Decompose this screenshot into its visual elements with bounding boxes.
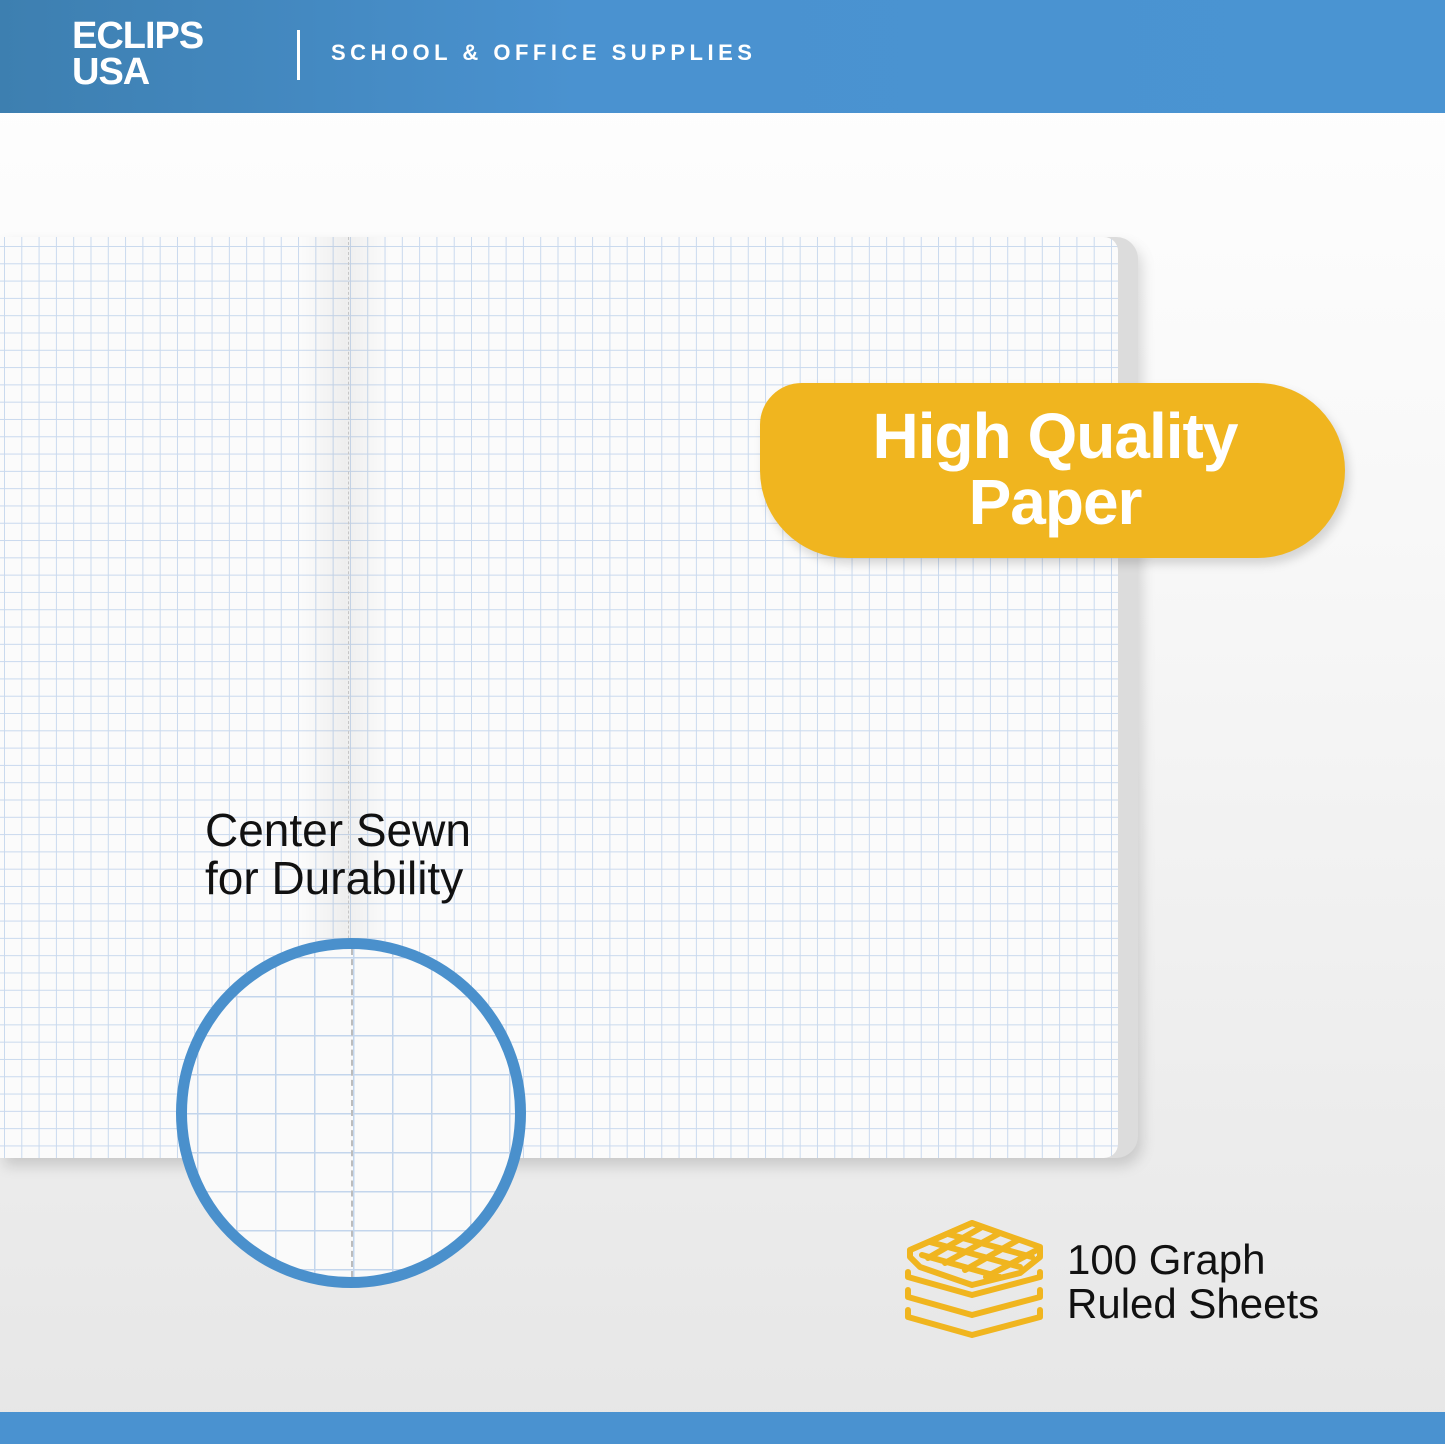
brand-logo: ECLIPS USA (72, 15, 204, 93)
sewn-line1: Center Sewn (205, 804, 471, 856)
tagline: SCHOOL & OFFICE SUPPLIES (331, 40, 757, 65)
magnified-seam (351, 949, 353, 1277)
logo-line1: ECLIPS (72, 15, 204, 57)
badge-line1: High Quality (872, 400, 1239, 472)
stacked-graph-paper-icon (905, 1220, 1043, 1338)
sheets-line2: Ruled Sheets (1067, 1280, 1320, 1327)
header-bar: ECLIPS USA SCHOOL & OFFICE SUPPLIES (0, 0, 1445, 113)
graph-paper (0, 237, 1118, 1158)
center-sewn-label: Center Sewn for Durability (205, 806, 471, 902)
header-divider (297, 30, 300, 80)
quality-badge: High Quality Paper (760, 383, 1345, 558)
sheets-label: 100 Graph Ruled Sheets (1067, 1238, 1319, 1326)
seam-magnifier (176, 938, 526, 1288)
badge-line2: Paper (968, 466, 1143, 538)
logo-line2: USA (72, 51, 150, 93)
center-seam (348, 237, 349, 1158)
footer-bar (0, 1412, 1445, 1444)
sewn-line2: for Durability (205, 852, 464, 904)
sheets-line1: 100 Graph (1067, 1236, 1266, 1283)
